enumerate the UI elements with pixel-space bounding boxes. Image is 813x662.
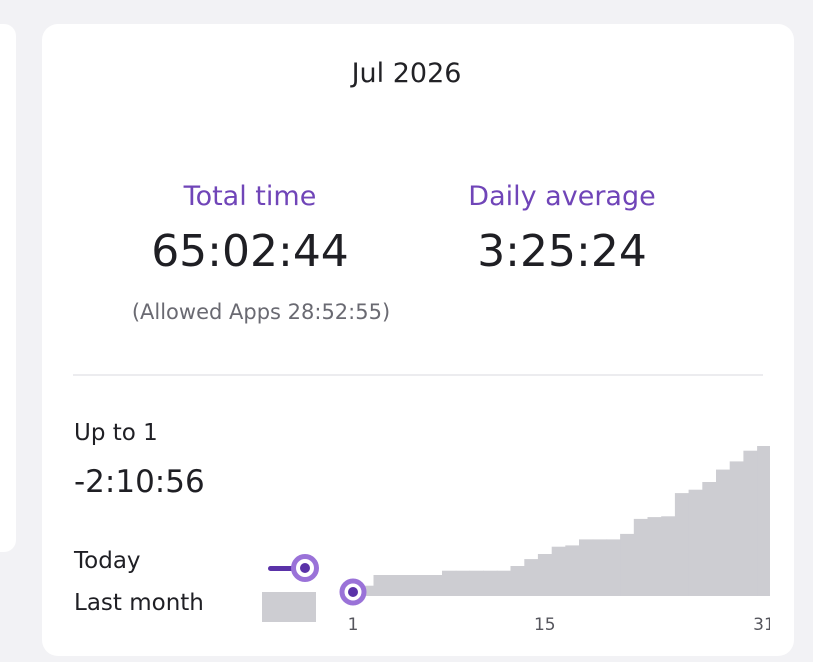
last-month-bar: [428, 575, 443, 596]
last-month-bar: [373, 575, 388, 596]
cumulative-usage-chart: 1 15 31: [339, 446, 770, 635]
last-month-bar: [743, 450, 758, 596]
daily-average-stat: Daily average 3:25:24: [422, 176, 702, 280]
last-month-bar: [716, 469, 731, 596]
last-month-bar: [647, 517, 662, 596]
last-month-bar: [579, 539, 594, 596]
month-title: Jul 2026: [351, 58, 462, 89]
legend-today-line: [268, 566, 302, 571]
total-time-stat: Total time 65:02:44: [120, 176, 380, 280]
last-month-bar: [592, 539, 608, 596]
allowed-apps-note: (Allowed Apps 28:52:55): [131, 300, 391, 324]
last-month-bar: [442, 570, 457, 596]
last-month-bar: [537, 554, 553, 596]
legend-last-month-label: Last month: [74, 590, 204, 616]
total-time-value: 65:02:44: [151, 226, 349, 277]
total-time-label: Total time: [183, 181, 317, 212]
last-month-bar: [674, 493, 690, 596]
divider: [73, 374, 763, 376]
legend-today-marker-icon: [291, 554, 319, 582]
last-month-bar: [620, 533, 635, 596]
today-marker-center: [348, 587, 358, 597]
comparison-label: Up to 1: [74, 420, 158, 446]
legend-last-month-swatch: [262, 592, 316, 622]
last-month-bar: [606, 539, 621, 596]
last-month-bar: [414, 575, 429, 596]
x-tick-label: 31: [753, 615, 770, 635]
last-month-bar: [524, 559, 539, 596]
last-month-bar: [401, 575, 416, 596]
last-month-bar: [455, 570, 471, 596]
legend-today-label: Today: [74, 548, 141, 574]
x-tick-label: 1: [348, 615, 359, 635]
last-month-bar: [469, 570, 484, 596]
comparison-difference: -2:10:56: [74, 464, 205, 500]
last-month-bar: [483, 570, 498, 596]
x-tick-label: 15: [534, 615, 556, 635]
last-month-bar: [633, 518, 649, 596]
daily-average-label: Daily average: [468, 181, 656, 212]
last-month-bar: [661, 516, 676, 596]
daily-average-value: 3:25:24: [477, 226, 647, 277]
last-month-bar: [757, 446, 770, 596]
last-month-bar: [702, 482, 717, 596]
last-month-bar: [359, 585, 375, 596]
last-month-bar: [510, 566, 525, 596]
previous-card-edge: [0, 24, 16, 552]
last-month-bar: [565, 545, 580, 596]
last-month-bar: [688, 489, 703, 596]
last-month-bar: [729, 461, 744, 596]
last-month-bar: [496, 570, 512, 596]
last-month-bar: [387, 575, 402, 596]
last-month-bar: [551, 546, 566, 596]
